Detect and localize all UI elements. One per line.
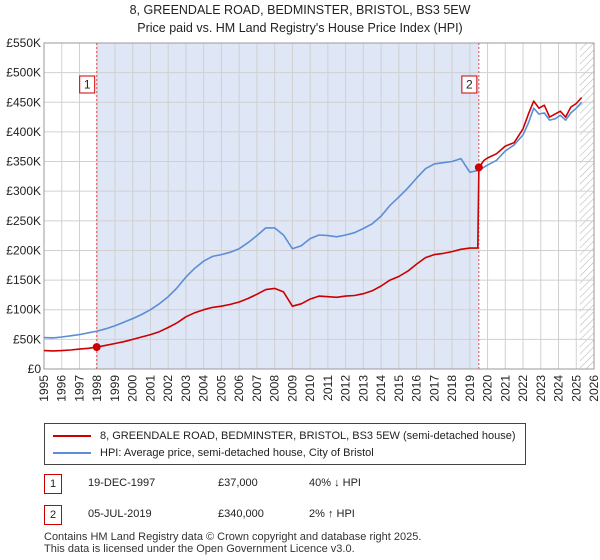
y-tick-label: £350K [6, 155, 41, 169]
x-tick-label: 1996 [55, 375, 69, 402]
series-line-property [43, 96, 583, 352]
transaction-point [92, 343, 101, 352]
transaction-point [474, 163, 483, 172]
transaction-hpi-change: 40% ↓ HPI [309, 477, 361, 489]
y-tick-label: £200K [6, 243, 41, 257]
legend-item-property: 8, GREENDALE ROAD, BEDMINSTER, BRISTOL, … [53, 428, 516, 444]
y-tick-label: £400K [6, 125, 41, 139]
transaction-price: £340,000 [218, 508, 264, 520]
transaction-number-badge: 1 [44, 474, 62, 494]
x-tick-label: 2026 [587, 375, 600, 402]
x-tick-label: 2014 [374, 375, 388, 402]
x-tick-label: 2006 [232, 375, 246, 402]
footer-licence: This data is licensed under the Open Gov… [44, 543, 355, 555]
transaction-price: £37,000 [218, 477, 258, 489]
legend-item-hpi: HPI: Average price, semi-detached house,… [53, 445, 374, 461]
y-tick-label: £500K [6, 66, 41, 80]
x-tick-label: 2000 [126, 375, 140, 402]
transaction-hpi-change: 2% ↑ HPI [309, 508, 355, 520]
y-tick-label: £50K [13, 332, 41, 346]
y-tick-label: £300K [6, 184, 41, 198]
legend-swatch-property [53, 435, 91, 437]
y-tick-label: £0 [28, 362, 42, 376]
transaction-label: 1 [84, 78, 91, 92]
x-tick-label: 2001 [143, 375, 157, 402]
x-tick-label: 2007 [250, 375, 264, 402]
legend-label-property: 8, GREENDALE ROAD, BEDMINSTER, BRISTOL, … [100, 430, 516, 442]
y-tick-label: £450K [6, 95, 41, 109]
x-tick-label: 2020 [481, 375, 495, 402]
x-tick-label: 1999 [108, 375, 122, 402]
y-tick-label: £250K [6, 214, 41, 228]
transaction-number-badge: 2 [44, 505, 62, 525]
transaction-date: 19-DEC-1997 [88, 477, 156, 489]
price-chart: 8, GREENDALE ROAD, BEDMINSTER, BRISTOL, … [6, 3, 600, 402]
legend-swatch-hpi [53, 452, 91, 454]
plot-frame [43, 42, 595, 370]
chart-title: 8, GREENDALE ROAD, BEDMINSTER, BRISTOL, … [130, 3, 471, 17]
x-tick-label: 2005 [214, 375, 228, 402]
x-tick-label: 2011 [321, 375, 335, 401]
x-tick-label: 2013 [356, 375, 370, 402]
transaction-label-box [461, 75, 478, 94]
x-tick-label: 2002 [161, 375, 175, 402]
x-tick-label: 2004 [197, 375, 211, 402]
x-tick-label: 2016 [410, 375, 424, 402]
forecast-hatch [579, 43, 594, 369]
series-line-hpi [43, 101, 583, 339]
x-tick-label: 2008 [268, 375, 282, 402]
x-tick-label: 2022 [516, 375, 530, 402]
transaction-label-box [79, 75, 96, 94]
x-tick-label: 2003 [179, 375, 193, 402]
x-tick-label: 2019 [463, 375, 477, 402]
y-tick-label: £150K [6, 273, 41, 287]
x-tick-label: 1997 [72, 375, 86, 402]
transaction-label: 2 [466, 78, 473, 92]
x-tick-label: 1995 [37, 375, 51, 402]
x-tick-label: 2015 [392, 375, 406, 402]
ownership-period-shade [96, 43, 479, 369]
x-tick-label: 2023 [534, 375, 548, 402]
x-tick-label: 2021 [498, 375, 512, 402]
x-tick-label: 2012 [339, 375, 353, 402]
x-tick-label: 2025 [569, 375, 583, 402]
footer-copyright: Contains HM Land Registry data © Crown c… [44, 531, 422, 543]
x-tick-label: 2024 [552, 375, 566, 402]
x-tick-label: 1998 [90, 375, 104, 402]
x-tick-label: 2010 [303, 375, 317, 402]
transaction-date: 05-JUL-2019 [88, 508, 152, 520]
x-tick-label: 2009 [285, 375, 299, 402]
x-tick-label: 2017 [427, 375, 441, 402]
chart-subtitle: Price paid vs. HM Land Registry's House … [137, 21, 462, 35]
y-tick-label: £100K [6, 303, 41, 317]
chart-legend: 8, GREENDALE ROAD, BEDMINSTER, BRISTOL, … [44, 423, 526, 465]
legend-label-hpi: HPI: Average price, semi-detached house,… [100, 447, 374, 459]
y-tick-label: £550K [6, 36, 41, 50]
x-tick-label: 2018 [445, 375, 459, 402]
